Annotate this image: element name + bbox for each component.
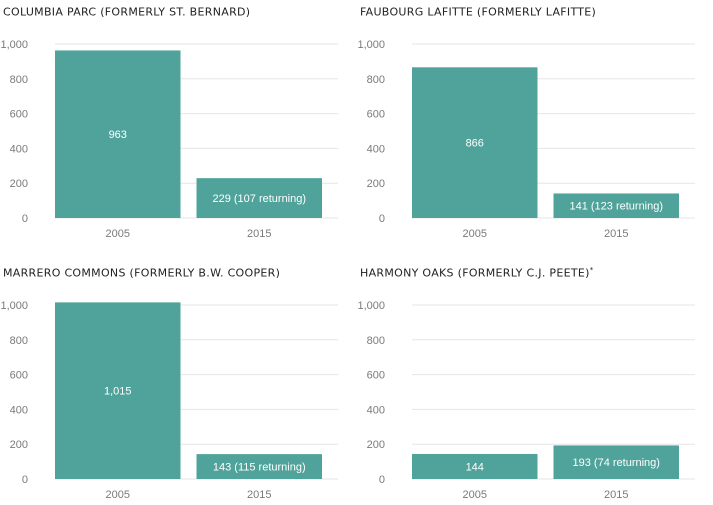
chart-title: HARMONY OAKS (FORMERLY C.J. PEETE)* (360, 266, 594, 280)
bar-value-label: 143 (115 returning) (213, 462, 306, 474)
bar-value-label: 193 (74 returning) (573, 457, 660, 469)
y-tick-label: 800 (10, 335, 28, 347)
y-tick-label: 800 (367, 335, 385, 347)
chart-panel-harmony-oaks: HARMONY OAKS (FORMERLY C.J. PEETE)* 0 200… (357, 266, 705, 504)
y-tick-label: 1,000 (0, 39, 28, 51)
chart-panel-marrero-commons: MARRERO COMMONS (FORMERLY B.W. COOPER) 0… (0, 266, 348, 504)
bar (553, 445, 679, 479)
bar-chart: 0 200 400 600 800 1,000 963 2005 229 (107 return… (0, 39, 338, 240)
bar (412, 67, 538, 218)
bar (55, 302, 181, 479)
x-tick-label: 2015 (604, 489, 628, 501)
chart-panel-columbia-parc: COLUMBIA PARC (FORMERLY ST. BERNARD) 0 20… (0, 5, 348, 243)
y-tick-label: 0 (379, 474, 385, 486)
chart-title: COLUMBIA PARC (FORMERLY ST. BERNARD) (3, 5, 251, 19)
x-tick-label: 2005 (106, 228, 130, 240)
y-tick-label: 200 (367, 178, 385, 190)
y-tick-label: 200 (10, 178, 28, 190)
x-tick-label: 2005 (106, 489, 130, 501)
y-tick-label: 1,000 (357, 300, 385, 312)
y-tick-label: 200 (367, 439, 385, 451)
y-tick-label: 200 (10, 439, 28, 451)
x-tick-label: 2005 (463, 489, 487, 501)
chart-panel-faubourg-lafitte: FAUBOURG LAFITTE (FORMERLY LAFITTE) 0 200… (357, 5, 705, 243)
x-tick-label: 2015 (247, 228, 271, 240)
bar (553, 193, 679, 218)
y-tick-label: 600 (10, 370, 28, 382)
x-tick-label: 2015 (247, 489, 271, 501)
bar-value-label: 866 (466, 138, 484, 150)
bar-value-label: 144 (466, 461, 484, 473)
bar (412, 453, 538, 479)
y-tick-label: 400 (10, 404, 28, 416)
bar (196, 178, 322, 218)
y-tick-label: 400 (367, 404, 385, 416)
chart-title: FAUBOURG LAFITTE (FORMERLY LAFITTE) (360, 5, 597, 19)
y-tick-label: 0 (379, 213, 385, 225)
bar-chart: 0 200 400 600 800 1,000 144 2005 193 (74 returni… (357, 300, 695, 501)
bar-chart: 0 200 400 600 800 1,000 866 2005 141 (123 return… (357, 39, 695, 240)
y-tick-label: 0 (22, 474, 28, 486)
y-tick-label: 1,000 (357, 39, 385, 51)
y-tick-label: 600 (10, 109, 28, 121)
y-tick-label: 0 (22, 213, 28, 225)
chart-title: MARRERO COMMONS (FORMERLY B.W. COOPER) (3, 266, 281, 280)
y-tick-label: 600 (367, 370, 385, 382)
y-tick-label: 800 (367, 74, 385, 86)
bar-value-label: 229 (107 returning) (212, 193, 306, 205)
y-tick-label: 1,000 (0, 300, 28, 312)
bar-chart: 0 200 400 600 800 1,000 1,015 2005 143 (115 retu… (0, 300, 338, 501)
y-tick-label: 400 (10, 143, 28, 155)
y-tick-label: 600 (367, 109, 385, 121)
bar (196, 454, 322, 479)
x-tick-label: 2005 (463, 228, 487, 240)
bar (55, 50, 181, 218)
x-tick-label: 2015 (604, 228, 628, 240)
bar-value-label: 1,015 (104, 386, 132, 398)
y-tick-label: 800 (10, 74, 28, 86)
bar-value-label: 963 (109, 129, 127, 141)
y-tick-label: 400 (367, 143, 385, 155)
bar-value-label: 141 (123 returning) (569, 201, 663, 213)
